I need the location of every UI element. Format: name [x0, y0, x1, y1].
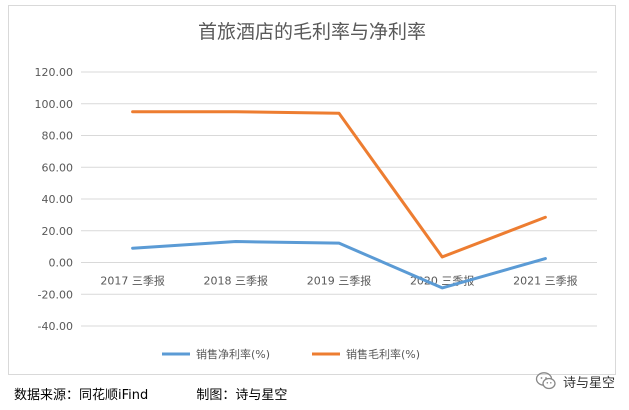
y-tick-label: 60.00	[42, 161, 74, 174]
chart-legend: 销售净利率(%) 销售毛利率(%)	[162, 347, 420, 361]
line-chart: 首旅酒店的毛利率与净利率 120.00 100.00 80.00 60.00 40.00…	[35, 21, 597, 361]
x-tick-label: 2021 三季报	[513, 274, 578, 288]
y-tick-label: 80.00	[42, 130, 74, 143]
wechat-icon	[535, 372, 556, 390]
y-tick-label: 40.00	[42, 193, 74, 206]
y-tick-label: -20.00	[38, 288, 73, 301]
watermark: 诗与星空	[535, 370, 615, 392]
series-line-1	[131, 240, 547, 290]
y-tick-label: 20.00	[42, 225, 74, 238]
y-tick-label: 0.00	[49, 257, 74, 270]
x-tick-label: 2018 三季报	[204, 274, 269, 288]
y-tick-label: 100.00	[35, 98, 74, 111]
watermark-text: 诗与星空	[562, 375, 615, 391]
footer: 数据来源：同花顺iFind 制图：诗与星空	[14, 384, 287, 403]
series-line-2	[131, 110, 547, 259]
y-tick-label: -40.00	[38, 320, 73, 333]
y-tick-label: 120.00	[35, 66, 74, 79]
x-tick-label: 2017 三季报	[100, 274, 165, 288]
chart-frame: 首旅酒店的毛利率与净利率 120.00 100.00 80.00 60.00 40.00…	[8, 5, 616, 375]
chart-title: 首旅酒店的毛利率与净利率	[198, 21, 426, 43]
x-tick-label: 2019 三季报	[307, 274, 372, 288]
data-source-label: 数据来源：同花顺iFind	[14, 388, 149, 403]
legend-label: 销售净利率(%)	[196, 347, 270, 361]
legend-label: 销售毛利率(%)	[346, 347, 420, 361]
chart-maker-label: 制图：诗与星空	[196, 388, 288, 403]
